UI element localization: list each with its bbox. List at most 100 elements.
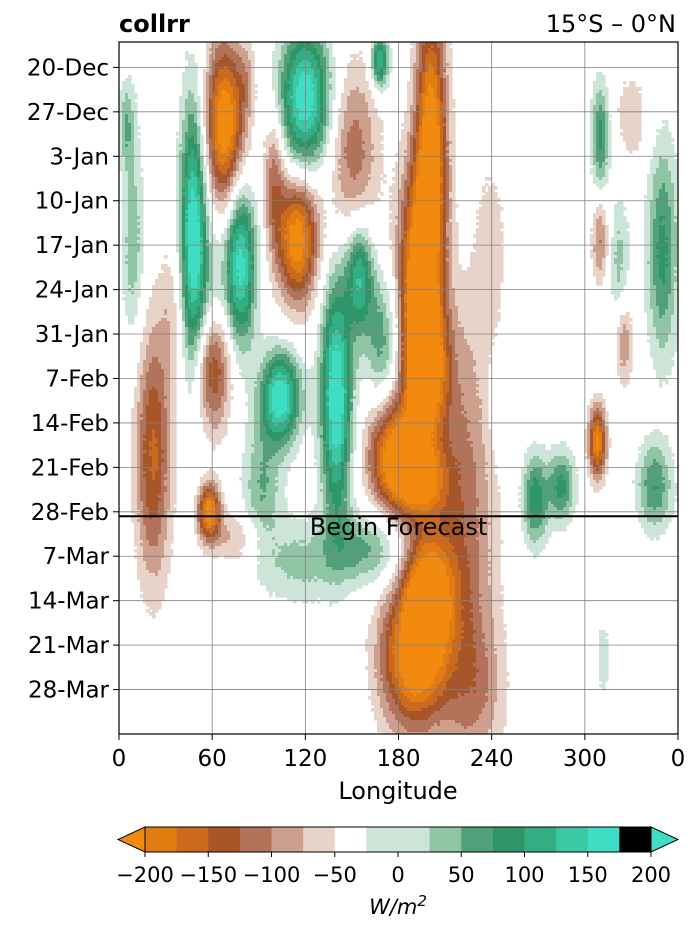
contour-cell <box>203 255 207 259</box>
contour-cell <box>422 96 426 100</box>
contour-cell <box>386 69 390 73</box>
contour-cell <box>257 291 261 295</box>
contour-cell <box>359 57 363 61</box>
contour-cell <box>401 297 405 301</box>
contour-cell <box>179 273 183 277</box>
contour-cell <box>188 165 198 169</box>
contour-cell <box>368 273 372 277</box>
contour-cell <box>596 261 603 265</box>
contour-cell <box>338 249 348 253</box>
contour-cell <box>152 294 174 298</box>
contour-cell <box>194 117 198 121</box>
contour-cell <box>212 150 216 154</box>
contour-cell <box>383 45 387 49</box>
contour-cell <box>401 270 405 274</box>
contour-cell <box>359 285 363 289</box>
contour-cell <box>653 219 660 223</box>
contour-cell <box>437 108 441 112</box>
contour-cell <box>209 153 213 157</box>
contour-cell <box>422 69 426 73</box>
contour-cell <box>236 168 240 172</box>
contour-cell <box>248 93 252 97</box>
contour-cell <box>227 150 231 154</box>
contour-cell <box>323 108 327 112</box>
contour-cell <box>671 291 675 295</box>
contour-cell <box>371 282 375 286</box>
contour-cell <box>275 273 282 277</box>
contour-cell <box>122 231 129 235</box>
contour-cell <box>446 120 450 124</box>
contour-cell <box>122 135 126 139</box>
contour-cell <box>353 261 357 265</box>
contour-cell <box>371 171 384 175</box>
contour-cell <box>674 186 678 190</box>
contour-cell <box>119 150 123 154</box>
contour-cell <box>290 111 294 115</box>
contour-cell <box>620 102 642 106</box>
contour-cell <box>182 201 186 205</box>
contour-cell <box>209 90 213 94</box>
contour-cell <box>188 156 195 160</box>
contour-cell <box>176 165 180 169</box>
contour-cell <box>290 108 294 112</box>
contour-cell <box>125 138 132 142</box>
contour-cell <box>380 285 387 289</box>
contour-cell <box>209 273 213 277</box>
contour-cell <box>389 204 399 208</box>
contour-cell <box>659 234 666 238</box>
contour-cell <box>440 234 444 238</box>
contour-cell <box>200 234 204 238</box>
contour-cell <box>437 75 441 79</box>
contour-cell <box>449 81 453 85</box>
contour-cell <box>416 150 420 154</box>
contour-cell <box>290 96 297 100</box>
contour-cell <box>311 162 324 166</box>
contour-cell <box>200 192 204 196</box>
contour-cell <box>377 87 387 91</box>
contour-cell <box>623 261 630 265</box>
contour-cell <box>179 270 183 274</box>
contour-cell <box>227 225 231 229</box>
contour-cell <box>653 177 672 181</box>
contour-cell <box>593 222 597 226</box>
contour-cell <box>317 327 321 331</box>
contour-cell <box>164 255 168 259</box>
contour-cell <box>626 147 639 151</box>
contour-cell <box>347 72 366 76</box>
contour-cell <box>437 120 441 124</box>
contour-cell <box>335 204 366 208</box>
contour-cell <box>596 93 603 97</box>
contour-cell <box>443 42 447 46</box>
contour-cell <box>182 294 186 298</box>
contour-cell <box>416 117 420 121</box>
contour-cell <box>353 285 360 289</box>
contour-cell <box>341 129 351 133</box>
contour-cell <box>329 270 336 274</box>
contour-cell <box>347 279 354 283</box>
contour-cell <box>374 291 381 295</box>
contour-cell <box>182 126 189 130</box>
contour-cell <box>269 231 273 235</box>
contour-cell <box>236 105 240 109</box>
contour-cell <box>203 294 207 298</box>
contour-cell <box>401 300 405 304</box>
contour-cell <box>233 321 240 325</box>
contour-cell <box>623 93 642 97</box>
contour-cell <box>593 162 600 166</box>
contour-cell <box>326 300 330 304</box>
contour-cell <box>236 81 243 85</box>
contour-cell <box>356 177 372 181</box>
contour-cell <box>308 198 315 202</box>
contour-cell <box>269 132 276 136</box>
contour-cell <box>263 144 273 148</box>
contour-cell <box>593 225 597 229</box>
contour-cell <box>383 60 387 64</box>
contour-cell <box>620 105 642 109</box>
contour-cell <box>206 150 210 154</box>
contour-cell <box>221 282 228 286</box>
contour-cell <box>203 273 207 277</box>
contour-cell <box>659 192 669 196</box>
contour-cell <box>644 261 648 265</box>
contour-cell <box>284 81 288 85</box>
contour-cell <box>416 138 420 142</box>
